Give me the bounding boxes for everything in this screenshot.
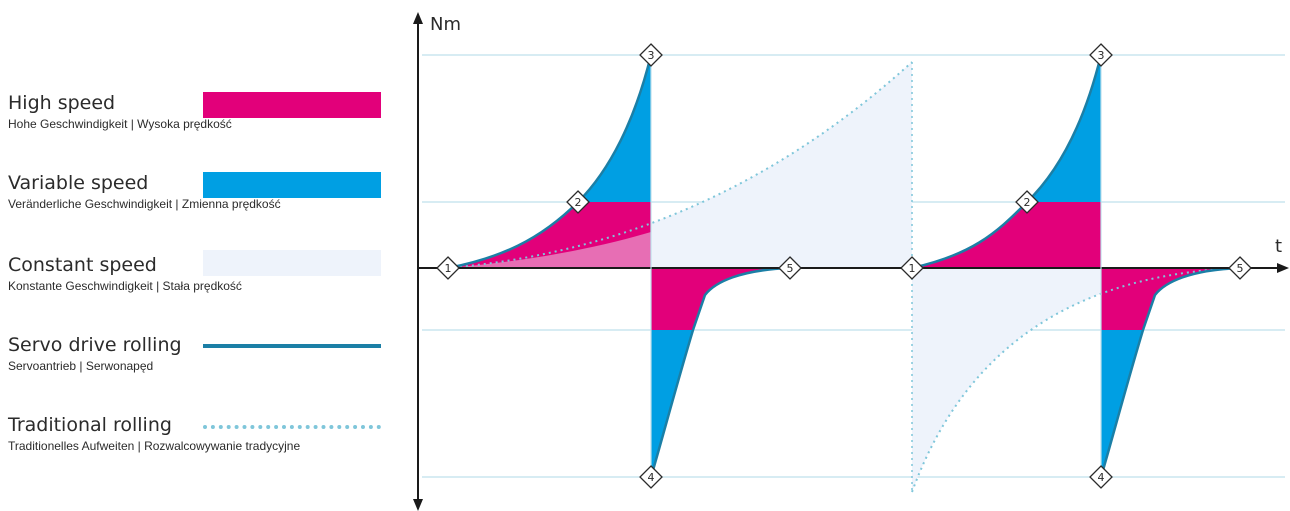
variable-speed-area (578, 55, 651, 202)
legend-subtitle: Hohe Geschwindigkeit | Wysoka prędkość (8, 117, 232, 131)
x-axis-label: t (1275, 236, 1282, 257)
marker-diamond (1089, 43, 1113, 67)
legend-subtitle: Konstante Geschwindigkeit | Stała prędko… (8, 279, 242, 293)
legend-item-servo-drive: Servo drive rolling Servoantrieb | Serwo… (8, 334, 388, 374)
legend-item-constant-speed: Constant speed Konstante Geschwindigkeit… (8, 250, 388, 294)
marker-label: 1 (445, 262, 452, 275)
legend-item-traditional: Traditional rolling Traditionelles Aufwe… (8, 414, 388, 454)
legend-subtitle: Traditionelles Aufweiten | Rozwalcowywan… (8, 439, 301, 453)
point-marker-5: 5 (1228, 256, 1252, 280)
traditional-line-swatch (203, 425, 381, 429)
variable-speed-swatch (203, 172, 381, 198)
legend-title: Constant speed (8, 254, 157, 276)
servo-curve (1099, 266, 1241, 478)
marker-label: 2 (575, 196, 582, 209)
high-speed-area (448, 202, 651, 268)
marker-label: 1 (909, 262, 916, 275)
point-marker-3: 3 (1089, 43, 1113, 67)
point-marker-1: 1 (436, 256, 460, 280)
marker-label: 4 (648, 471, 655, 484)
constant-speed-area (912, 268, 1240, 492)
traditional-rolling-curves (447, 61, 1241, 493)
marker-diamond (639, 43, 663, 67)
point-marker-2: 2 (566, 190, 590, 214)
y-axis-arrow-down (413, 499, 423, 511)
marker-diamond (1015, 190, 1039, 214)
legend-subtitle: Veränderliche Geschwindigkeit | Zmienna … (8, 197, 281, 211)
marker-diamond (778, 256, 802, 280)
y-axis-label: Nm (430, 14, 461, 35)
marker-diamond (436, 256, 460, 280)
marker-label: 3 (1098, 49, 1105, 62)
variable-speed-area (1027, 55, 1101, 202)
high-speed-area (651, 268, 790, 330)
grid-lines (422, 54, 1285, 478)
high-speed-swatch (203, 92, 381, 118)
point-marker-1: 1 (900, 256, 924, 280)
marker-label: 5 (787, 262, 794, 275)
traditional-curve (911, 267, 1241, 493)
marker-diamond (639, 465, 663, 489)
x-axis-arrow (1277, 263, 1289, 273)
constant-speed-area (448, 62, 912, 268)
high-speed-area (1101, 268, 1240, 330)
servo-curve (649, 266, 791, 478)
high-speed-area (912, 202, 1101, 268)
legend-item-variable-speed: Variable speed Veränderliche Geschwindig… (8, 172, 388, 212)
marker-diamond (1089, 465, 1113, 489)
marker-diamond (1228, 256, 1252, 280)
point-marker-4: 4 (1089, 465, 1113, 489)
servo-line-swatch (203, 344, 381, 348)
marker-label: 2 (1024, 196, 1031, 209)
legend: High speed Hohe Geschwindigkeit | Wysoka… (8, 0, 388, 511)
constant-speed-overlay (448, 232, 651, 268)
marker-diamond (566, 190, 590, 214)
marker-label: 4 (1098, 471, 1105, 484)
y-axis-arrow-up (413, 12, 423, 24)
marker-label: 5 (1237, 262, 1244, 275)
axes: Nm t (413, 12, 1289, 511)
legend-item-high-speed: High speed Hohe Geschwindigkeit | Wysoka… (8, 92, 388, 132)
legend-subtitle: Servoantrieb | Serwonapęd (8, 359, 154, 373)
marker-label: 3 (648, 49, 655, 62)
point-markers: 1 2 3 4 5 1 2 3 4 5 (436, 43, 1252, 489)
constant-speed-swatch (203, 250, 381, 276)
legend-title: Servo drive rolling (8, 334, 182, 356)
point-marker-3: 3 (639, 43, 663, 67)
point-marker-4: 4 (639, 465, 663, 489)
legend-title: Traditional rolling (8, 414, 172, 436)
legend-title: High speed (8, 92, 116, 114)
point-marker-5: 5 (778, 256, 802, 280)
point-marker-2: 2 (1015, 190, 1039, 214)
legend-title: Variable speed (8, 172, 149, 194)
marker-diamond (900, 256, 924, 280)
